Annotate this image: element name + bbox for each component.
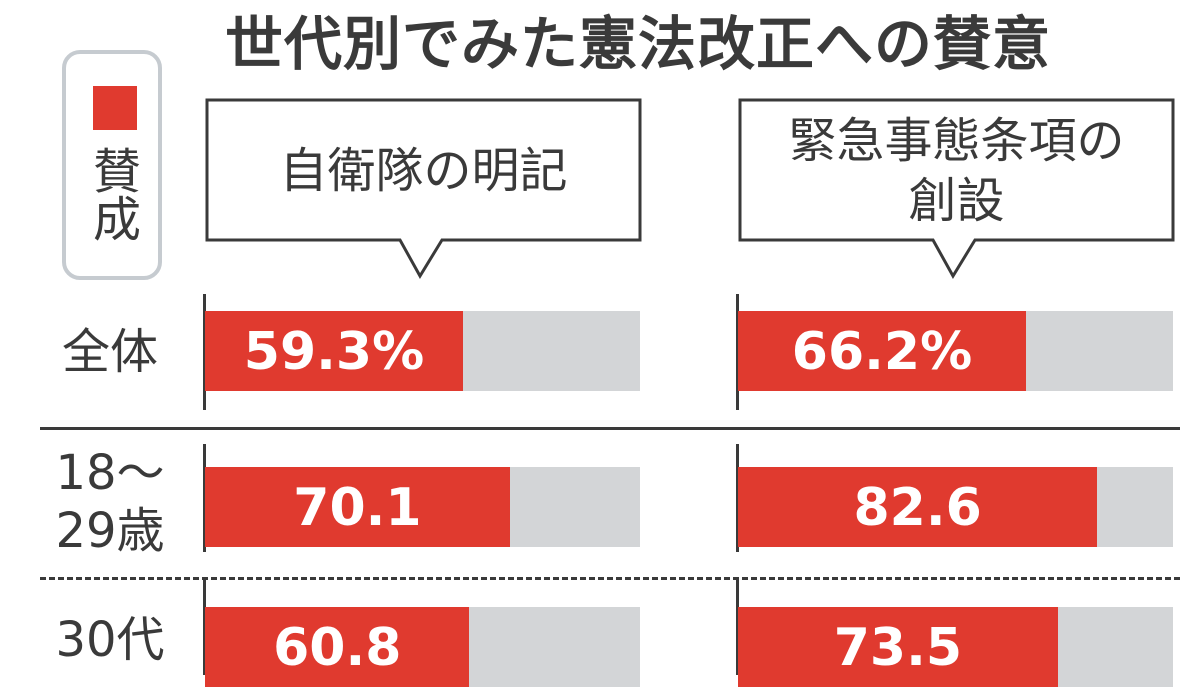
series-name: 緊急事態条項の 創設 bbox=[788, 113, 1125, 229]
axis-baseline bbox=[736, 444, 739, 552]
axis-baseline bbox=[736, 294, 739, 410]
series-name: 自衛隊の明記 bbox=[279, 143, 568, 199]
axis-baseline bbox=[203, 578, 206, 675]
axis-baseline bbox=[203, 294, 206, 410]
bar: 70.1 bbox=[205, 467, 510, 547]
bar-value-label: 70.1 bbox=[293, 478, 422, 538]
bar-track: 60.8 bbox=[205, 607, 640, 687]
bar-track: 66.2% bbox=[738, 311, 1173, 391]
bar-value-label: 66.2% bbox=[791, 322, 973, 382]
bar-track: 59.3% bbox=[205, 311, 640, 391]
row-label: 全体 bbox=[61, 324, 158, 380]
bar-track: 82.6 bbox=[738, 467, 1173, 547]
bar-track: 73.5 bbox=[738, 607, 1173, 687]
age-separator bbox=[40, 577, 1180, 580]
bar-value-label: 59.3% bbox=[243, 322, 425, 382]
bar: 60.8 bbox=[205, 607, 470, 687]
bar: 82.6 bbox=[738, 467, 1098, 547]
bar-value-label: 60.8 bbox=[273, 618, 402, 678]
legend-swatch bbox=[93, 86, 137, 130]
callout-bubble bbox=[738, 98, 1175, 279]
bar: 73.5 bbox=[738, 607, 1058, 687]
axis-baseline bbox=[736, 578, 739, 675]
axis-baseline bbox=[203, 444, 206, 552]
series-callout-1: 自衛隊の明記 bbox=[205, 98, 642, 280]
bar-track: 70.1 bbox=[205, 467, 640, 547]
row-label: 18～ 29歳 bbox=[55, 445, 165, 559]
chart-title: 世代別でみた憲法改正への賛意 bbox=[225, 10, 1052, 78]
bar-value-label: 82.6 bbox=[853, 478, 982, 538]
row-label: 30代 bbox=[55, 612, 165, 668]
series-callout-2: 緊急事態条項の 創設 bbox=[738, 98, 1175, 280]
total-separator bbox=[40, 427, 1180, 430]
bar: 66.2% bbox=[738, 311, 1026, 391]
legend: 賛成 bbox=[62, 50, 162, 280]
bar: 59.3% bbox=[205, 311, 463, 391]
legend-label: 賛成 bbox=[84, 146, 140, 242]
callout-bubble bbox=[205, 98, 642, 279]
bar-value-label: 73.5 bbox=[833, 618, 963, 678]
